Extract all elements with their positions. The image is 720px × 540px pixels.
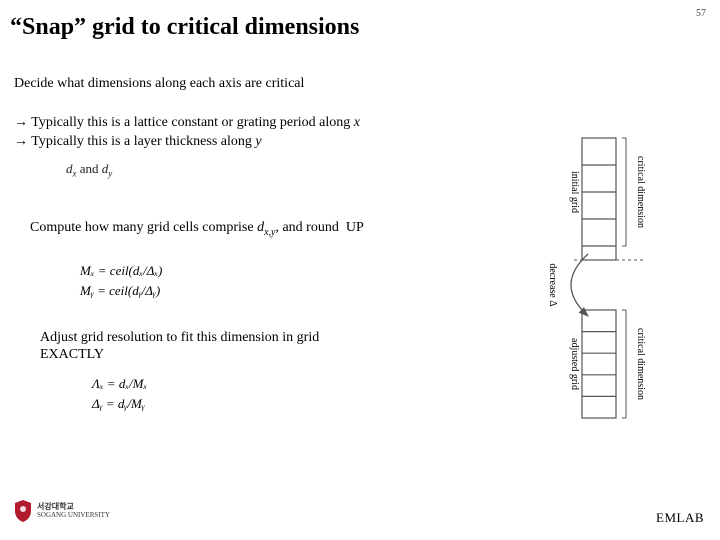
formula-dxy: dx and dy — [66, 160, 360, 180]
university-logo: 서강대학교 SOGANG UNIVERSITY — [14, 500, 110, 522]
formula-adjust: Λₓ = dₓ/Mₓ Δᵧ = dᵧ/Mᵧ — [92, 376, 147, 412]
bullet-2-var: y — [255, 134, 261, 149]
page-number: 57 — [696, 8, 706, 19]
shield-icon — [14, 500, 32, 522]
bullet-1-var: x — [354, 115, 360, 130]
formula-ceil: Mₓ = ceil(dₓ/Δₓ) Mᵧ = ceil(dᵧ/Δᵧ) — [80, 263, 162, 299]
bullet-list: → Typically this is a lattice constant o… — [14, 114, 360, 180]
emlab-label: EMLAB — [656, 510, 704, 526]
svg-text:initial grid: initial grid — [569, 171, 580, 213]
logo-text: 서강대학교 SOGANG UNIVERSITY — [37, 503, 110, 519]
bullet-2-text: → Typically this is a layer thickness al… — [14, 134, 255, 149]
svg-text:critical dimension: critical dimension — [635, 156, 646, 228]
section2-sub: x,y — [264, 227, 275, 238]
grid-diagram-svg: critical dimension initial grid critical d… — [520, 130, 700, 440]
section-heading-3: Adjust grid resolution to fit this dimen… — [40, 330, 370, 364]
grid-diagram: critical dimension initial grid critical d… — [520, 130, 700, 440]
formula-and: and — [77, 161, 102, 176]
formula-adjust-x: Λₓ = dₓ/Mₓ — [92, 376, 147, 392]
logo-english: SOGANG UNIVERSITY — [37, 512, 110, 520]
svg-text:decrease Δ: decrease Δ — [547, 263, 558, 307]
section-heading-2: Compute how many grid cells comprise dx,… — [30, 220, 370, 239]
section2-b: , and round UP — [275, 220, 363, 235]
formula-dy-sub: y — [108, 168, 112, 178]
svg-text:adjusted grid: adjusted grid — [569, 338, 580, 390]
bullet-2: → Typically this is a layer thickness al… — [14, 133, 360, 152]
page-title: “Snap” grid to critical dimensions — [10, 14, 359, 41]
bullet-1-text: → Typically this is a lattice constant o… — [14, 115, 354, 130]
bullet-1: → Typically this is a lattice constant o… — [14, 114, 360, 133]
formula-ceil-y: Mᵧ = ceil(dᵧ/Δᵧ) — [80, 283, 162, 299]
section-heading-1: Decide what dimensions along each axis a… — [14, 76, 304, 92]
section2-a: Compute how many grid cells comprise — [30, 220, 257, 235]
svg-text:critical dimension: critical dimension — [635, 328, 646, 400]
formula-adjust-y: Δᵧ = dᵧ/Mᵧ — [92, 396, 147, 412]
formula-ceil-x: Mₓ = ceil(dₓ/Δₓ) — [80, 263, 162, 279]
